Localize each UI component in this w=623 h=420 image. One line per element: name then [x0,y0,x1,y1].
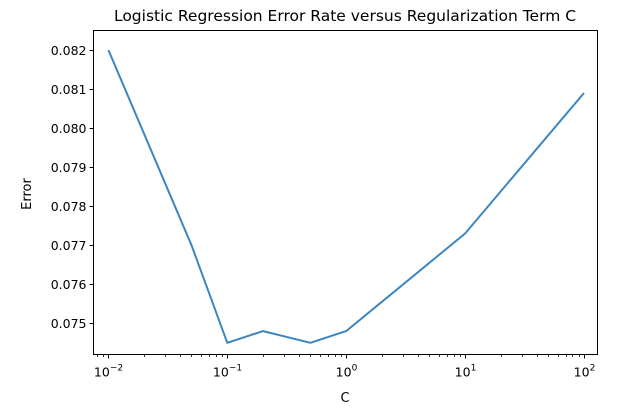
y-axis-label: Error [20,178,35,210]
y-tick-label-0: 0.075 [51,316,87,331]
plot-frame [93,30,598,355]
x-tick-label-1: 10−1 [213,364,242,380]
series-layer [107,49,585,344]
x-axis-label: C [340,391,349,406]
y-tick-label-3: 0.078 [51,199,87,214]
x-tick-label-2: 100 [336,364,358,380]
y-tick-label-5: 0.080 [51,121,87,136]
y-tick-label-7: 0.082 [51,43,87,58]
x-tick-label-4: 102 [574,364,596,380]
y-tick-label-6: 0.081 [51,82,87,97]
series-line-0 [107,49,585,344]
y-tick-label-4: 0.079 [51,160,87,175]
y-tick-label-1: 0.076 [51,277,87,292]
y-tick-label-2: 0.077 [51,238,87,253]
x-tick-label-0: 10−2 [94,364,123,380]
x-tick-label-3: 101 [455,364,477,380]
ticks-layer: 0.075 0.076 0.077 0.078 0.079 0.080 0.081 0.082… [51,43,596,380]
chart-title: Logistic Regression Error Rate versus Re… [114,7,576,25]
